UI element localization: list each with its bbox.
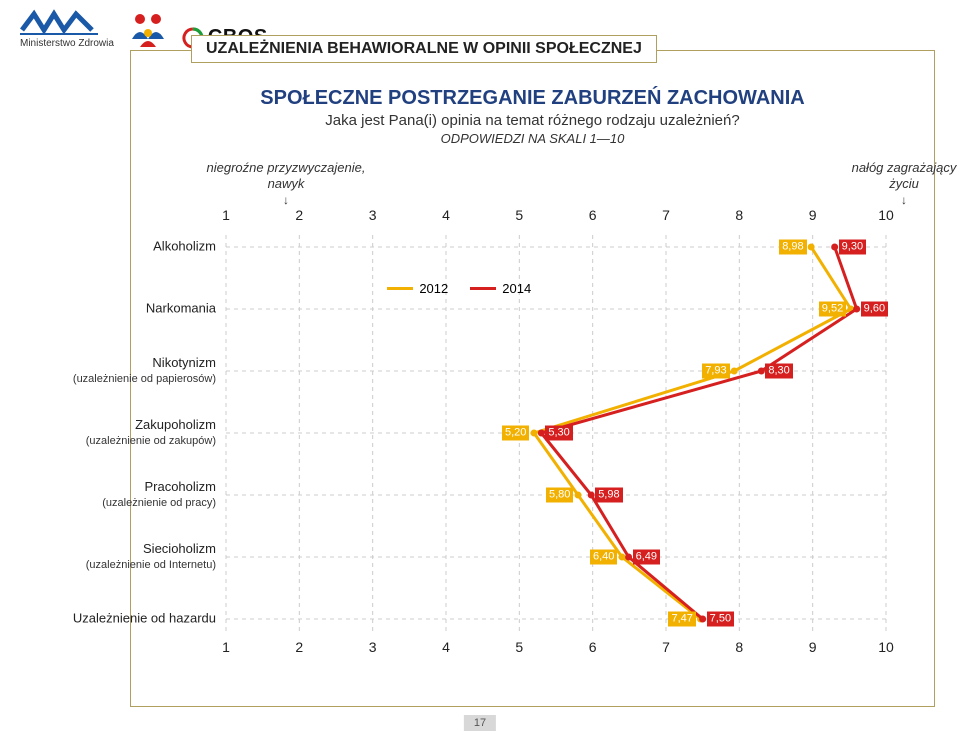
value-label-2012: 9,52 bbox=[819, 302, 846, 317]
legend-swatch bbox=[387, 287, 413, 290]
page-number: 17 bbox=[464, 715, 496, 731]
value-label-2012: 7,93 bbox=[702, 364, 729, 379]
legend-label: 2012 bbox=[419, 281, 448, 296]
category-label: Nikotynizm(uzależnienie od papierosów) bbox=[16, 356, 216, 386]
axis-tick-bottom: 6 bbox=[589, 639, 597, 655]
axis-tick-bottom: 9 bbox=[809, 639, 817, 655]
legend-swatch bbox=[470, 287, 496, 290]
axis-tick-top: 9 bbox=[809, 207, 817, 223]
value-label-2012: 5,80 bbox=[546, 488, 573, 503]
legend-item: 2014 bbox=[470, 281, 531, 296]
category-label: Uzależnienie od hazardu bbox=[16, 612, 216, 627]
mz-label: Ministerstwo Zdrowia bbox=[20, 38, 114, 49]
axis-tick-bottom: 3 bbox=[369, 639, 377, 655]
axis-tick-bottom: 7 bbox=[662, 639, 670, 655]
category-label: Pracoholizm(uzależnienie od pracy) bbox=[16, 480, 216, 510]
value-label-2012: 8,98 bbox=[779, 240, 806, 255]
legend-item: 2012 bbox=[387, 281, 448, 296]
value-label-2014: 7,50 bbox=[707, 612, 734, 627]
axis-tick-top: 5 bbox=[515, 207, 523, 223]
value-label-2014: 5,30 bbox=[545, 426, 572, 441]
heading-scale: ODPOWIEDZI NA SKALI 1—10 bbox=[131, 131, 934, 146]
axis-tick-top: 1 bbox=[222, 207, 230, 223]
heading-block: SPOŁECZNE POSTRZEGANIE ZABURZEŃ ZACHOWAN… bbox=[131, 87, 934, 146]
axis-tick-top: 4 bbox=[442, 207, 450, 223]
axis-tick-bottom: 10 bbox=[878, 639, 894, 655]
legend-label: 2014 bbox=[502, 281, 531, 296]
scale-anchors: niegroźne przyzwyczajenie, nawyk ↓ nałóg… bbox=[131, 160, 934, 204]
axis-tick-top: 3 bbox=[369, 207, 377, 223]
anchor-left-l1: niegroźne przyzwyczajenie, bbox=[207, 160, 366, 175]
category-label: Siecioholizm(uzależnienie od Internetu) bbox=[16, 542, 216, 572]
anchor-right-l1: nałóg zagrażający bbox=[852, 160, 957, 175]
category-label: Zakupoholizm(uzależnienie od zakupów) bbox=[16, 418, 216, 448]
axis-tick-top: 10 bbox=[878, 207, 894, 223]
value-label-2014: 9,60 bbox=[861, 302, 888, 317]
anchor-right: nałóg zagrażający życiu ↓ bbox=[834, 160, 960, 208]
axis-tick-top: 7 bbox=[662, 207, 670, 223]
anchor-left: niegroźne przyzwyczajenie, nawyk ↓ bbox=[201, 160, 371, 208]
secondary-logo bbox=[126, 9, 170, 49]
value-label-2012: 7,47 bbox=[668, 612, 695, 627]
legend: 2012 2014 bbox=[387, 281, 531, 296]
category-label: Narkomania bbox=[16, 302, 216, 317]
value-label-2014: 9,30 bbox=[839, 240, 866, 255]
anchor-right-l2: życiu bbox=[889, 176, 919, 191]
card-title: UZALEŻNIENIA BEHAWIORALNE W OPINII SPOŁE… bbox=[191, 35, 657, 63]
arrow-down-icon: ↓ bbox=[201, 193, 371, 207]
axis-tick-bottom: 4 bbox=[442, 639, 450, 655]
value-label-2012: 5,20 bbox=[502, 426, 529, 441]
axis-tick-bottom: 1 bbox=[222, 639, 230, 655]
axis-tick-top: 2 bbox=[295, 207, 303, 223]
category-label: Alkoholizm bbox=[16, 240, 216, 255]
value-label-2014: 5,98 bbox=[595, 488, 622, 503]
value-label-2014: 6,49 bbox=[633, 550, 660, 565]
chart-card: UZALEŻNIENIA BEHAWIORALNE W OPINII SPOŁE… bbox=[130, 50, 935, 707]
value-label-2014: 8,30 bbox=[765, 364, 792, 379]
heading-sub: Jaka jest Pana(i) opinia na temat różneg… bbox=[131, 112, 934, 129]
axis-tick-top: 8 bbox=[735, 207, 743, 223]
value-label-2012: 6,40 bbox=[590, 550, 617, 565]
heading-main: SPOŁECZNE POSTRZEGANIE ZABURZEŃ ZACHOWAN… bbox=[131, 87, 934, 110]
axis-tick-bottom: 5 bbox=[515, 639, 523, 655]
axis-tick-bottom: 2 bbox=[295, 639, 303, 655]
anchor-left-l2: nawyk bbox=[268, 176, 305, 191]
axis-tick-bottom: 8 bbox=[735, 639, 743, 655]
arrow-down-icon: ↓ bbox=[834, 193, 960, 207]
mz-logo: Ministerstwo Zdrowia bbox=[20, 8, 114, 49]
axis-tick-top: 6 bbox=[589, 207, 597, 223]
chart-area: Alkoholizm Narkomania Nikotynizm(uzależnie… bbox=[16, 217, 919, 686]
